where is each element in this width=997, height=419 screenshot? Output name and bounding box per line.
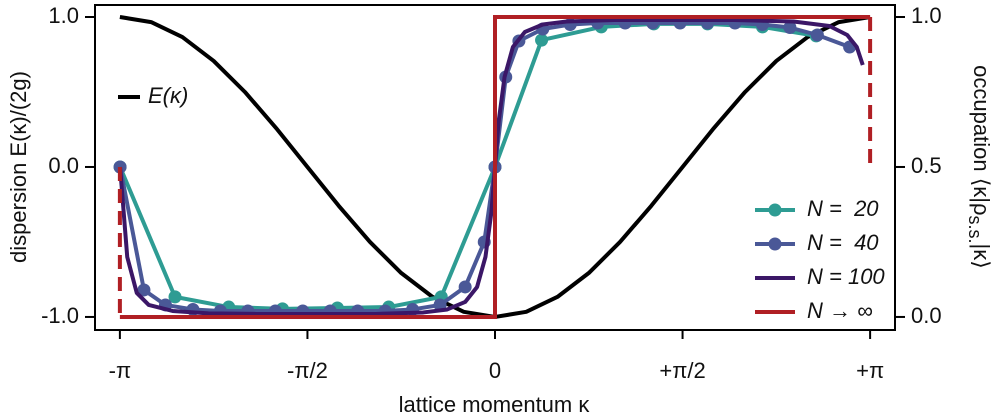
x-tick-label: +π/2 <box>659 358 705 383</box>
y2-label-part: s.s. <box>965 216 985 244</box>
legend-marker <box>768 237 782 251</box>
x-tick-label: 0 <box>489 358 501 383</box>
y2-axis-label: occupation ⟨κ|ρs.s.|κ⟩ <box>965 65 994 269</box>
legend-label: N = 100 <box>807 264 885 289</box>
series-line <box>118 21 817 311</box>
series-line <box>118 20 851 313</box>
x-tick-label: -π <box>109 358 132 383</box>
y2-tick-label: 1.0 <box>911 3 942 28</box>
y-tick-label: -1.0 <box>41 303 79 328</box>
legend-label: N = 20 <box>807 196 879 221</box>
legend-label: E(κ) <box>148 83 188 108</box>
y2-label-part: occupation ⟨κ|ρ <box>969 65 994 215</box>
y2-label-part: |κ⟩ <box>969 244 994 269</box>
y2-tick-label: 0.0 <box>911 303 942 328</box>
series-line <box>119 14 871 319</box>
series-marker <box>168 290 182 304</box>
series-marker <box>137 283 151 297</box>
legend-marker <box>768 203 782 217</box>
legend-label: N → ∞ <box>807 298 873 323</box>
y-tick-label: 1.0 <box>48 3 79 28</box>
series-marker <box>810 28 824 42</box>
y-axis-label: dispersion E(κ)/(2g) <box>6 71 31 263</box>
series-marker <box>458 280 472 294</box>
x-tick-label: -π/2 <box>287 358 328 383</box>
series-marker <box>535 33 549 47</box>
x-axis-label: lattice momentum κ <box>399 392 591 417</box>
y2-tick-label: 0.5 <box>911 153 942 178</box>
y-tick-label: 0.0 <box>48 153 79 178</box>
series-marker <box>783 20 797 34</box>
x-tick-label: +π <box>856 358 884 383</box>
legend-label: N = 40 <box>807 230 879 255</box>
